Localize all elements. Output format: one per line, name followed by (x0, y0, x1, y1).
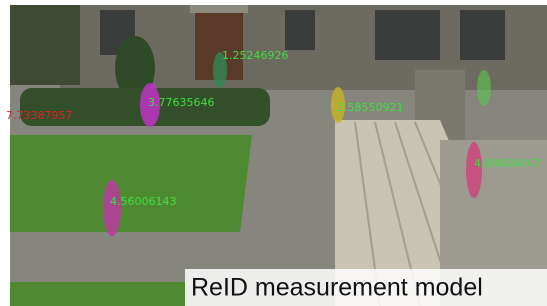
page: 1.25246926 3.77635646 7.73387957 2.58550… (0, 0, 547, 306)
reid-label: 1.25246926 (222, 49, 288, 62)
door-arch (190, 5, 248, 13)
reid-label: 4.89606047 (474, 157, 540, 170)
lawn (10, 135, 252, 232)
person (477, 70, 491, 106)
person (466, 142, 482, 198)
reid-label: 4.56006143 (110, 195, 176, 208)
caption: ReID measurement model (191, 274, 483, 302)
reid-label: 2.58550921 (337, 101, 403, 114)
person (103, 180, 121, 236)
scene: 1.25246926 3.77635646 7.73387957 2.58550… (0, 0, 547, 306)
reid-label: 7.73387957 (6, 109, 72, 122)
lawn-bottom (10, 282, 185, 306)
reid-label: 3.77635646 (148, 96, 214, 109)
trees (10, 5, 80, 85)
